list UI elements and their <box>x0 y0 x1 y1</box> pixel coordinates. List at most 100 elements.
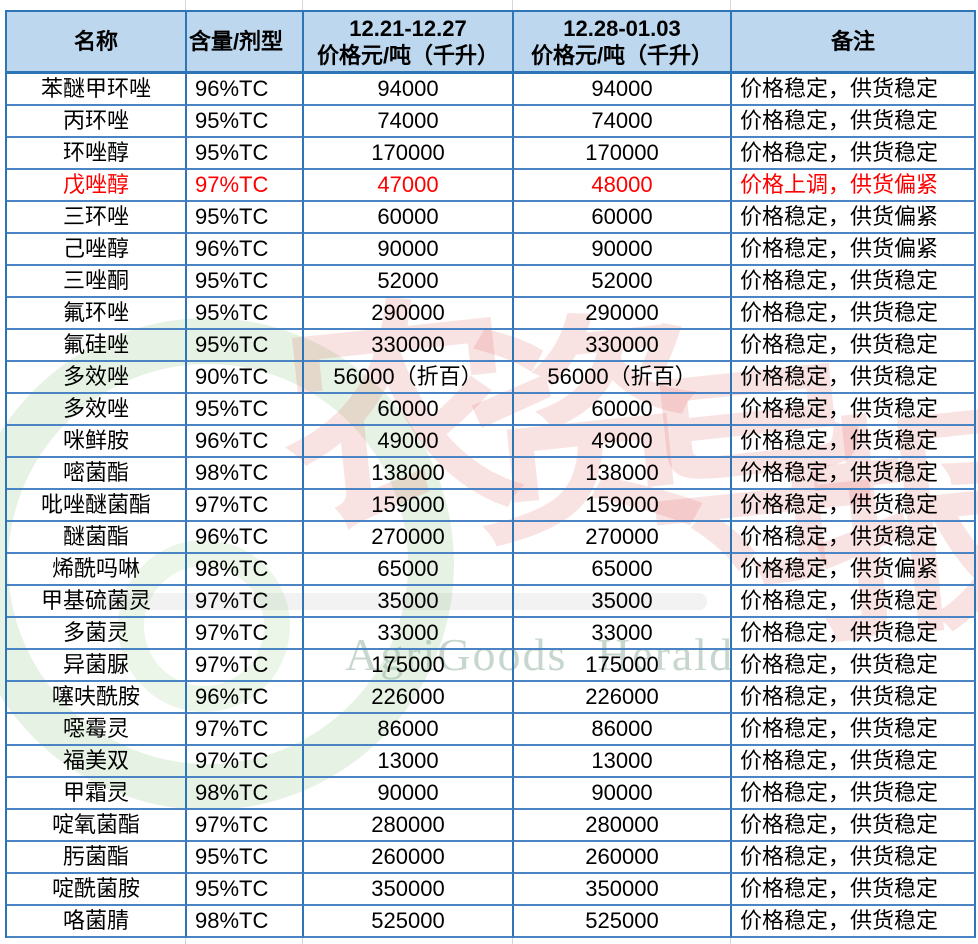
spec-cell: 98%TC <box>187 906 304 938</box>
table-row: 噻呋酰胺 96%TC 226000 226000 价格稳定，供货稳定 <box>7 682 976 714</box>
column-header-remark: 备注 <box>732 12 976 74</box>
table-row: 戊唑醇 97%TC 47000 48000 价格上调，供货偏紧 <box>7 170 976 202</box>
gridline-tick <box>185 0 186 10</box>
product-name-cell: 甲霜灵 <box>7 778 187 810</box>
table-row: 多菌灵 97%TC 33000 33000 价格稳定，供货稳定 <box>7 618 976 650</box>
spec-cell: 97%TC <box>187 714 304 746</box>
price-week1-cell: 350000 <box>304 874 514 906</box>
remark-cell: 价格稳定，供货稳定 <box>732 74 976 106</box>
product-name-cell: 醚菌酯 <box>7 522 187 554</box>
table-row: 甲基硫菌灵 97%TC 35000 35000 价格稳定，供货稳定 <box>7 586 976 618</box>
product-name-cell: 苯醚甲环唑 <box>7 74 187 106</box>
price-week2-cell: 86000 <box>514 714 732 746</box>
week2-unit: 价格元/吨（千升） <box>530 42 714 68</box>
remark-cell: 价格稳定，供货稳定 <box>732 362 976 394</box>
product-name-cell: 己唑醇 <box>7 234 187 266</box>
remark-cell: 价格稳定，供货偏紧 <box>732 234 976 266</box>
product-name-cell: 嘧菌酯 <box>7 458 187 490</box>
product-name-cell: 多菌灵 <box>7 618 187 650</box>
price-week2-cell: 175000 <box>514 650 732 682</box>
spec-cell: 98%TC <box>187 554 304 586</box>
price-week2-cell: 94000 <box>514 74 732 106</box>
table-row: 肟菌酯 95%TC 260000 260000 价格稳定，供货稳定 <box>7 842 976 874</box>
remark-cell: 价格稳定，供货稳定 <box>732 330 976 362</box>
spec-cell: 96%TC <box>187 74 304 106</box>
table-row: 噁霉灵 97%TC 86000 86000 价格稳定，供货稳定 <box>7 714 976 746</box>
remark-cell: 价格稳定，供货稳定 <box>732 682 976 714</box>
remark-cell: 价格稳定，供货稳定 <box>732 138 976 170</box>
product-name-cell: 多效唑 <box>7 394 187 426</box>
spec-cell: 95%TC <box>187 202 304 234</box>
price-week2-cell: 226000 <box>514 682 732 714</box>
remark-cell: 价格稳定，供货稳定 <box>732 714 976 746</box>
table-row: 三唑酮 95%TC 52000 52000 价格稳定，供货稳定 <box>7 266 976 298</box>
column-header-week2: 12.28-01.03 价格元/吨（千升） <box>514 12 732 74</box>
price-week1-cell: 159000 <box>304 490 514 522</box>
product-name-cell: 噻呋酰胺 <box>7 682 187 714</box>
spec-cell: 95%TC <box>187 330 304 362</box>
table-row: 吡唑醚菌酯 97%TC 159000 159000 价格稳定，供货稳定 <box>7 490 976 522</box>
remark-cell: 价格稳定，供货稳定 <box>732 266 976 298</box>
price-week1-cell: 175000 <box>304 650 514 682</box>
spec-cell: 95%TC <box>187 106 304 138</box>
spec-cell: 95%TC <box>187 138 304 170</box>
spec-cell: 95%TC <box>187 266 304 298</box>
table-row: 啶氧菌酯 97%TC 280000 280000 价格稳定，供货稳定 <box>7 810 976 842</box>
gridline-tick <box>730 937 731 944</box>
remark-cell: 价格稳定，供货稳定 <box>732 618 976 650</box>
table-row: 咯菌腈 98%TC 525000 525000 价格稳定，供货稳定 <box>7 906 976 938</box>
price-week1-cell: 13000 <box>304 746 514 778</box>
remark-cell: 价格稳定，供货稳定 <box>732 746 976 778</box>
price-week2-cell: 260000 <box>514 842 732 874</box>
product-name-cell: 氟环唑 <box>7 298 187 330</box>
remark-cell: 价格稳定，供货稳定 <box>732 810 976 842</box>
product-name-cell: 咪鲜胺 <box>7 426 187 458</box>
remark-cell: 价格稳定，供货稳定 <box>732 778 976 810</box>
gridline-tick <box>730 0 731 10</box>
spec-cell: 97%TC <box>187 810 304 842</box>
week2-period: 12.28-01.03 <box>563 15 681 41</box>
price-week1-cell: 60000 <box>304 202 514 234</box>
price-week1-cell: 33000 <box>304 618 514 650</box>
remark-cell: 价格稳定，供货稳定 <box>732 458 976 490</box>
price-week1-cell: 280000 <box>304 810 514 842</box>
price-week2-cell: 48000 <box>514 170 732 202</box>
price-week2-cell: 33000 <box>514 618 732 650</box>
product-name-cell: 异菌脲 <box>7 650 187 682</box>
remark-cell: 价格稳定，供货偏紧 <box>732 202 976 234</box>
price-week2-cell: 60000 <box>514 202 732 234</box>
gridline-tick <box>512 937 513 944</box>
gridline-tick <box>185 937 186 944</box>
column-header-week1: 12.21-12.27 价格元/吨（千升） <box>304 12 514 74</box>
product-name-cell: 烯酰吗啉 <box>7 554 187 586</box>
spec-cell: 98%TC <box>187 778 304 810</box>
price-week1-cell: 35000 <box>304 586 514 618</box>
price-week2-cell: 49000 <box>514 426 732 458</box>
product-name-cell: 吡唑醚菌酯 <box>7 490 187 522</box>
table-row: 醚菌酯 96%TC 270000 270000 价格稳定，供货稳定 <box>7 522 976 554</box>
product-name-cell: 丙环唑 <box>7 106 187 138</box>
spec-cell: 97%TC <box>187 650 304 682</box>
price-week1-cell: 65000 <box>304 554 514 586</box>
price-week1-cell: 138000 <box>304 458 514 490</box>
product-name-cell: 福美双 <box>7 746 187 778</box>
remark-cell: 价格稳定，供货稳定 <box>732 650 976 682</box>
price-week2-cell: 290000 <box>514 298 732 330</box>
price-week1-cell: 260000 <box>304 842 514 874</box>
price-week1-cell: 74000 <box>304 106 514 138</box>
spec-cell: 97%TC <box>187 490 304 522</box>
price-week1-cell: 90000 <box>304 778 514 810</box>
column-header-name: 名称 <box>7 12 187 74</box>
price-week1-cell: 290000 <box>304 298 514 330</box>
spec-cell: 96%TC <box>187 426 304 458</box>
table-row: 嘧菌酯 98%TC 138000 138000 价格稳定，供货稳定 <box>7 458 976 490</box>
price-table: 名称 含量/剂型 12.21-12.27 价格元/吨（千升） 12.28-01.… <box>5 10 976 938</box>
gridline-tick <box>302 0 303 10</box>
product-name-cell: 环唑醇 <box>7 138 187 170</box>
remark-cell: 价格稳定，供货稳定 <box>732 842 976 874</box>
spec-cell: 95%TC <box>187 394 304 426</box>
table-row: 氟环唑 95%TC 290000 290000 价格稳定，供货稳定 <box>7 298 976 330</box>
table-row: 咪鲜胺 96%TC 49000 49000 价格稳定，供货稳定 <box>7 426 976 458</box>
price-week2-cell: 35000 <box>514 586 732 618</box>
